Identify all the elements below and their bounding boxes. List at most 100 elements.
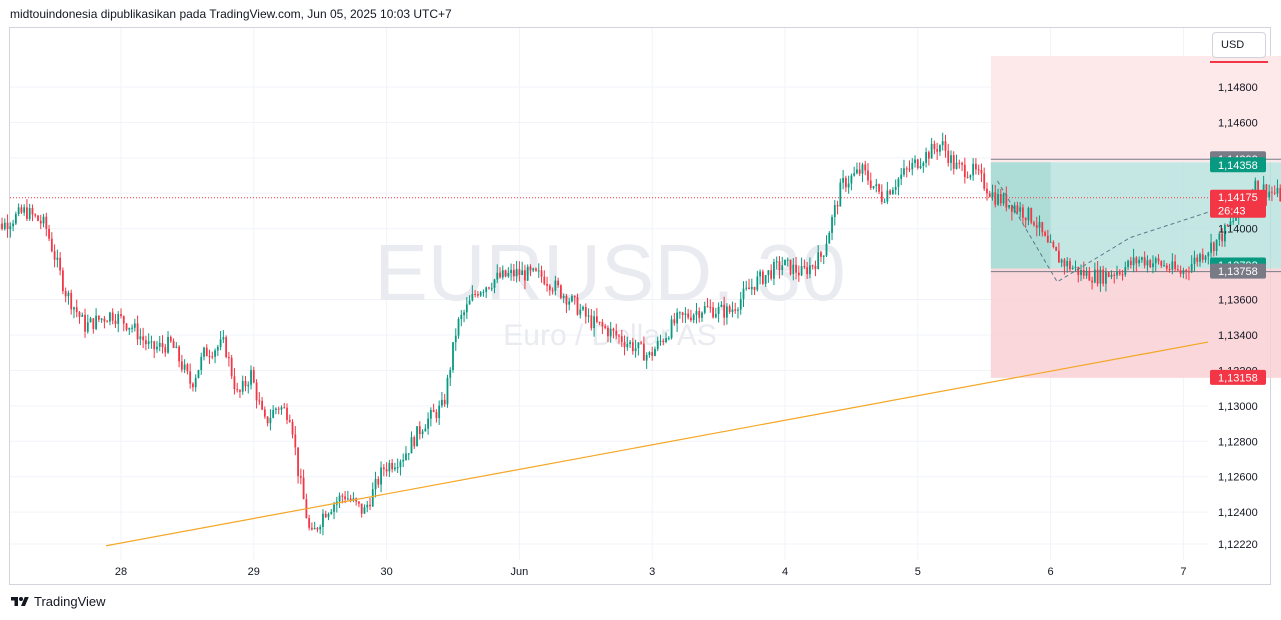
candle-body [969, 175, 972, 178]
candle-body [261, 400, 263, 410]
candle-down [1221, 227, 1224, 247]
candle-body [980, 170, 983, 174]
candle-down [474, 290, 477, 298]
candle-body [900, 174, 903, 179]
candle-down [228, 351, 230, 367]
candle-up [1071, 265, 1074, 270]
candle-up [313, 521, 316, 530]
candle-up [1124, 261, 1127, 277]
candle-body [565, 295, 568, 305]
candle-body [156, 346, 158, 350]
candle-body [120, 314, 122, 317]
candle-down [53, 244, 56, 268]
candle-body [1176, 269, 1179, 271]
candle-body [6, 222, 9, 230]
candle-up [493, 278, 496, 294]
candle-body [1171, 261, 1174, 270]
candle-body [742, 288, 745, 300]
candle-up [402, 453, 405, 468]
candle-down [153, 340, 156, 358]
candle-up [133, 318, 136, 332]
loss-zone [990, 268, 1281, 378]
candle-up [438, 400, 441, 425]
candle-body [48, 228, 50, 239]
candle-down [927, 150, 930, 166]
candle-up [463, 309, 465, 323]
candle-body [767, 270, 770, 276]
time-tick-label: 28 [115, 566, 127, 578]
candle-body [947, 150, 950, 163]
candle-body [95, 315, 97, 329]
candle-body [197, 370, 200, 378]
candle-up [720, 301, 723, 308]
candle-body [499, 272, 501, 278]
candle-body [958, 162, 961, 164]
candle-body [548, 285, 551, 291]
candle-body [803, 266, 806, 268]
candle-body [598, 321, 601, 323]
candle-up [800, 257, 803, 277]
candle-up [537, 263, 540, 278]
candle-up [496, 264, 499, 284]
candle-down [698, 307, 701, 323]
candle-up [1171, 253, 1174, 275]
currency-button[interactable]: USD [1212, 32, 1266, 58]
candle-down [820, 250, 822, 263]
candle-body [861, 164, 864, 174]
candle-body [797, 272, 800, 276]
candle-body [371, 489, 374, 507]
candle-up [972, 158, 975, 181]
candle-down [734, 302, 737, 314]
candle-down [189, 363, 192, 389]
candle-down [180, 354, 183, 373]
candle-body [1135, 257, 1138, 264]
price-tick-label: 1,12600 [1218, 472, 1258, 484]
candle-body [133, 323, 136, 328]
candle-body [1060, 259, 1063, 263]
candle-body [512, 269, 515, 277]
candle-body [784, 259, 786, 266]
candle-down [385, 462, 388, 477]
candle-up [897, 177, 900, 196]
candle-body [991, 192, 994, 197]
candle-down [994, 184, 997, 208]
tradingview-footer[interactable]: TradingView [10, 594, 106, 609]
candle-up [742, 281, 745, 308]
candle-up [883, 198, 886, 204]
candle-body [706, 306, 709, 308]
candle-body [839, 182, 842, 207]
candle-body [167, 336, 169, 353]
candle-body [1082, 270, 1085, 276]
candle-up [241, 375, 244, 395]
candle-body [676, 312, 678, 324]
candle-up [394, 462, 396, 472]
candle-down [161, 335, 164, 354]
candle-body [263, 409, 266, 417]
candle-down [590, 308, 593, 331]
candle-body [1174, 261, 1176, 270]
candle-down [889, 189, 892, 196]
candle-down [681, 311, 684, 323]
candle-up [587, 308, 590, 323]
candle-up [1190, 255, 1193, 274]
candle-body [1185, 270, 1188, 272]
candle-up [900, 167, 903, 186]
candle-up [507, 267, 510, 278]
candle-up [416, 426, 418, 447]
candle-up [773, 258, 775, 286]
candle-body [1035, 225, 1038, 228]
candle-body [977, 169, 980, 171]
candle-down [84, 308, 86, 338]
candle-down [1129, 256, 1132, 269]
candle-body [319, 526, 322, 530]
candle-down [92, 318, 95, 334]
candle-body [609, 328, 612, 337]
candle-body [963, 164, 966, 178]
candle-body [418, 426, 421, 435]
candle-body [39, 220, 42, 224]
candle-down [728, 304, 731, 314]
candle-up [1019, 202, 1022, 218]
candle-down [958, 159, 961, 169]
candle-body [3, 222, 6, 230]
